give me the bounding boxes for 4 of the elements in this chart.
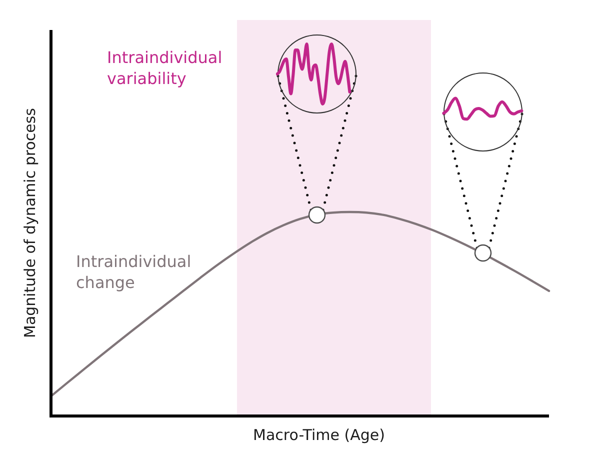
y-axis-title: Magnitude of dynamic process <box>20 108 39 338</box>
text: Intraindividual variability <box>107 48 222 88</box>
series-label: Intraindividual change <box>76 252 192 292</box>
x-axis-title: Macro-Time (Age) <box>253 426 385 444</box>
